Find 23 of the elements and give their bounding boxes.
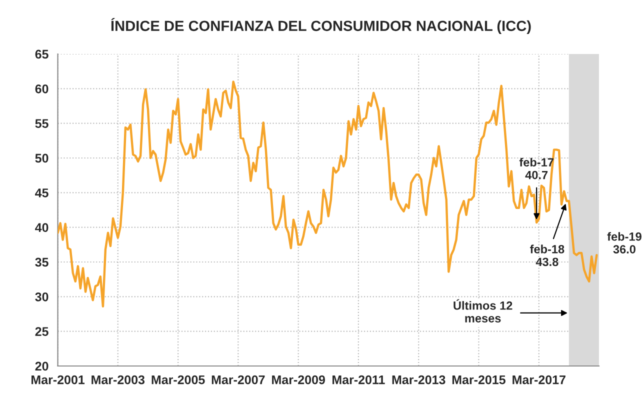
x-tick-label: Mar-2011 (332, 375, 385, 384)
y-tick-label: 65 (35, 50, 48, 59)
annotation: feb-18 43.8 (530, 244, 564, 266)
y-tick-label: 35 (35, 258, 48, 267)
x-tick-label: Mar-2015 (452, 375, 506, 384)
x-tick-label: Mar-2017 (512, 375, 566, 384)
x-tick-label: Mar-2005 (152, 375, 205, 384)
y-tick-label: 55 (35, 119, 48, 128)
y-tick-label: 40 (35, 223, 48, 232)
y-tick-label: 20 (35, 362, 48, 371)
y-tick-label: 45 (35, 188, 48, 198)
y-tick-label: 30 (35, 292, 48, 302)
y-tick-label: 60 (35, 84, 48, 94)
x-tick-label: Mar-2009 (272, 375, 325, 384)
chart-title: ÍNDICE DE CONFIANZA DEL CONSUMIDOR NACIONAL (ICC) (111, 18, 531, 34)
annotation: feb-19 36.0 (607, 232, 642, 254)
x-tick-label: Mar-2003 (92, 375, 145, 384)
y-tick-label: 25 (35, 327, 48, 336)
x-tick-label: Mar-2001 (32, 375, 85, 384)
band-label: Últimos 12 meses (454, 299, 512, 322)
y-tick-label: 50 (35, 154, 48, 163)
x-tick-label: Mar-2013 (392, 375, 446, 384)
x-tick-label: Mar-2007 (212, 375, 265, 384)
